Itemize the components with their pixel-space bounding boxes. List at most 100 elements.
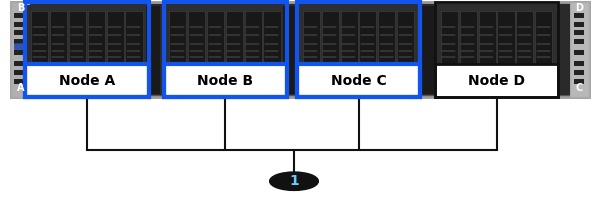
- Bar: [436, 66, 557, 67]
- Bar: [435, 2, 558, 97]
- Circle shape: [37, 75, 45, 78]
- Bar: [245, 11, 262, 65]
- Bar: [14, 79, 25, 84]
- Bar: [76, 67, 97, 86]
- Bar: [437, 72, 556, 75]
- Bar: [169, 11, 186, 65]
- Bar: [298, 64, 420, 97]
- Circle shape: [244, 75, 251, 78]
- Bar: [14, 43, 25, 49]
- Bar: [574, 50, 584, 55]
- Bar: [436, 5, 557, 95]
- Bar: [122, 67, 143, 86]
- Bar: [263, 11, 281, 65]
- Bar: [440, 11, 458, 65]
- Bar: [168, 67, 189, 86]
- Bar: [486, 67, 506, 86]
- Circle shape: [447, 75, 455, 78]
- Bar: [302, 67, 323, 86]
- Bar: [437, 86, 557, 95]
- Bar: [516, 11, 533, 65]
- Circle shape: [221, 75, 229, 78]
- Bar: [53, 67, 74, 86]
- Text: A: A: [17, 83, 24, 93]
- Bar: [214, 67, 235, 86]
- Bar: [163, 64, 287, 97]
- Bar: [166, 72, 284, 75]
- Bar: [163, 2, 287, 97]
- Bar: [31, 11, 48, 65]
- Bar: [298, 2, 420, 97]
- Bar: [303, 11, 320, 65]
- Bar: [300, 72, 418, 75]
- Circle shape: [493, 75, 500, 78]
- Bar: [14, 70, 25, 75]
- Bar: [25, 64, 149, 97]
- Bar: [11, 2, 30, 97]
- Bar: [107, 11, 124, 65]
- Bar: [166, 65, 284, 69]
- Bar: [348, 67, 368, 86]
- Bar: [397, 11, 414, 65]
- Bar: [14, 39, 25, 44]
- Bar: [283, 6, 298, 94]
- Bar: [237, 67, 257, 86]
- Text: Node A: Node A: [59, 74, 115, 88]
- Bar: [570, 2, 589, 97]
- Bar: [421, 6, 435, 94]
- Circle shape: [539, 75, 547, 78]
- Bar: [574, 70, 584, 75]
- Bar: [164, 5, 286, 95]
- Circle shape: [355, 75, 362, 78]
- Text: 1: 1: [289, 174, 299, 188]
- Circle shape: [106, 75, 113, 78]
- Bar: [28, 86, 147, 95]
- Bar: [574, 30, 584, 35]
- Circle shape: [61, 75, 68, 78]
- Bar: [14, 22, 25, 27]
- Bar: [394, 67, 414, 86]
- Bar: [28, 79, 146, 82]
- Circle shape: [401, 75, 409, 78]
- Text: C: C: [576, 83, 583, 93]
- Bar: [299, 86, 419, 95]
- Bar: [166, 79, 284, 82]
- Circle shape: [175, 75, 183, 78]
- Circle shape: [199, 75, 206, 78]
- Bar: [191, 67, 212, 86]
- Bar: [30, 67, 51, 86]
- Bar: [14, 13, 25, 18]
- Bar: [28, 72, 146, 75]
- Bar: [14, 30, 25, 35]
- Bar: [437, 65, 556, 69]
- Bar: [299, 66, 419, 67]
- Bar: [27, 66, 148, 67]
- Circle shape: [309, 75, 317, 78]
- Circle shape: [270, 172, 318, 190]
- Bar: [11, 2, 589, 97]
- Bar: [535, 11, 552, 65]
- Circle shape: [516, 75, 523, 78]
- Bar: [146, 6, 160, 94]
- Circle shape: [332, 75, 340, 78]
- Text: Node B: Node B: [197, 74, 253, 88]
- Circle shape: [378, 75, 385, 78]
- Bar: [437, 79, 556, 82]
- Bar: [27, 5, 148, 95]
- Bar: [463, 67, 484, 86]
- Circle shape: [83, 75, 91, 78]
- Bar: [460, 11, 476, 65]
- Bar: [574, 13, 584, 18]
- Bar: [125, 11, 143, 65]
- Bar: [497, 11, 515, 65]
- Bar: [532, 67, 552, 86]
- Bar: [164, 66, 286, 67]
- Bar: [14, 50, 25, 55]
- Bar: [166, 86, 285, 95]
- Bar: [226, 11, 243, 65]
- Bar: [574, 22, 584, 27]
- Bar: [188, 11, 205, 65]
- Bar: [574, 39, 584, 44]
- Circle shape: [470, 75, 478, 78]
- Bar: [322, 11, 338, 65]
